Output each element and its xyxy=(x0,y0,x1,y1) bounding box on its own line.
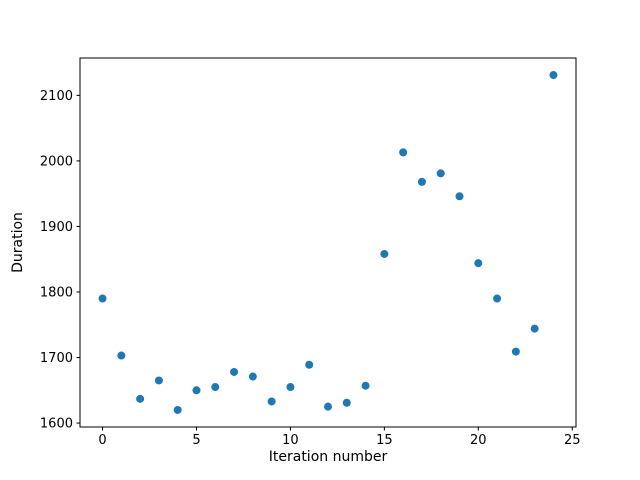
data-point xyxy=(230,367,239,376)
x-tick-label: 15 xyxy=(376,433,393,448)
y-axis-label: Duration xyxy=(10,212,26,273)
data-point xyxy=(154,376,163,385)
plot-area: 0 5 10 15 20 25 1600 1700 1800 1900 2000 2100 xyxy=(40,57,581,448)
y-tick-label: 1700 xyxy=(40,351,73,366)
data-point xyxy=(342,398,351,407)
data-point xyxy=(136,394,145,403)
data-point xyxy=(117,351,126,360)
data-point xyxy=(417,177,426,186)
data-point xyxy=(211,383,220,392)
y-tick-label: 1800 xyxy=(40,285,73,300)
x-tick-label: 10 xyxy=(282,433,299,448)
data-point xyxy=(380,249,389,258)
data-point xyxy=(511,347,520,356)
data-point xyxy=(399,148,408,157)
data-point xyxy=(493,294,502,303)
x-tick-label: 0 xyxy=(98,433,106,448)
data-point xyxy=(530,324,539,333)
y-tick-label: 2100 xyxy=(40,89,73,104)
data-point xyxy=(248,372,257,381)
x-tick-label: 5 xyxy=(192,433,200,448)
y-tick-label: 1600 xyxy=(40,417,73,432)
y-tick-label: 1900 xyxy=(40,220,73,235)
axes-spines xyxy=(79,57,577,428)
data-point xyxy=(361,381,370,390)
data-point xyxy=(436,169,445,178)
data-point xyxy=(286,383,295,392)
data-point xyxy=(98,294,107,303)
data-point xyxy=(305,360,314,369)
data-point xyxy=(192,386,201,395)
y-tick-label: 2000 xyxy=(40,154,73,169)
data-point xyxy=(173,405,182,414)
x-tick-label: 25 xyxy=(564,433,581,448)
data-point xyxy=(324,402,332,411)
x-tick-label: 20 xyxy=(470,433,487,448)
data-point xyxy=(474,259,483,268)
data-point xyxy=(549,71,558,80)
data-point xyxy=(267,397,276,406)
data-point xyxy=(455,192,464,201)
x-axis-label: Iteration number xyxy=(269,449,388,465)
